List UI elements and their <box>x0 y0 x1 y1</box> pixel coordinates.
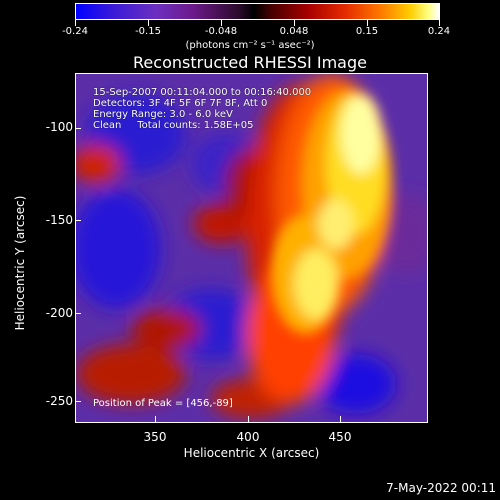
colorbar-units: (photons cm⁻² s⁻¹ asec⁻²) <box>185 40 315 51</box>
rhessi-image <box>75 73 428 423</box>
x-tick-label: 400 <box>236 430 260 444</box>
y-tick-label: -100 <box>45 120 73 134</box>
x-axis-label: Heliocentric X (arcsec) <box>183 446 320 460</box>
y-tick-label: -250 <box>45 394 73 408</box>
y-axis-label: Heliocentric Y (arcsec) <box>13 195 27 331</box>
colorbar-tick <box>367 20 368 26</box>
colorbar-tick <box>75 20 76 26</box>
colorbar-tick <box>439 20 440 26</box>
peak-position: Position of Peak = [456,-89] <box>93 398 233 409</box>
y-tick-mark <box>75 313 81 314</box>
x-tick-label: 350 <box>143 430 167 444</box>
colorbar-tick-label: 0.24 <box>427 26 451 37</box>
x-tick-mark <box>248 416 249 422</box>
clean-total-counts: Clean Total counts: 1.58E+05 <box>93 120 254 131</box>
colorbar-tick <box>148 20 149 26</box>
detectors: Detectors: 3F 4F 5F 6F 7F 8F, Att 0 <box>93 98 268 109</box>
y-tick-mark <box>75 401 81 402</box>
colorbar-tick-label: -0.048 <box>204 26 238 37</box>
x-tick-mark <box>155 416 156 422</box>
x-tick-label: 450 <box>328 430 352 444</box>
colorbar-tick <box>221 20 222 26</box>
colorbar-tick-label: 0.15 <box>355 26 379 37</box>
y-tick-mark <box>75 128 81 129</box>
y-tick-label: -200 <box>45 306 73 320</box>
y-tick-mark <box>75 220 81 221</box>
colorbar-tick-label: -0.15 <box>135 26 161 37</box>
time-range: 15-Sep-2007 00:11:04.000 to 00:16:40.000 <box>93 87 312 98</box>
colorbar <box>75 3 440 20</box>
colorbar-tick <box>294 20 295 26</box>
energy-range: Energy Range: 3.0 - 6.0 keV <box>93 109 233 120</box>
intensity-map <box>76 74 427 422</box>
colorbar-tick-label: 0.048 <box>279 26 309 37</box>
colorbar-tick-label: -0.24 <box>62 26 88 37</box>
image-title: Reconstructed RHESSI Image <box>133 53 367 72</box>
observation-info: 15-Sep-2007 00:11:04.000 to 00:16:40.000… <box>93 87 311 131</box>
y-tick-label: -150 <box>45 213 73 227</box>
generation-date: 7-May-2022 00:11 <box>386 481 496 495</box>
x-tick-mark <box>340 416 341 422</box>
